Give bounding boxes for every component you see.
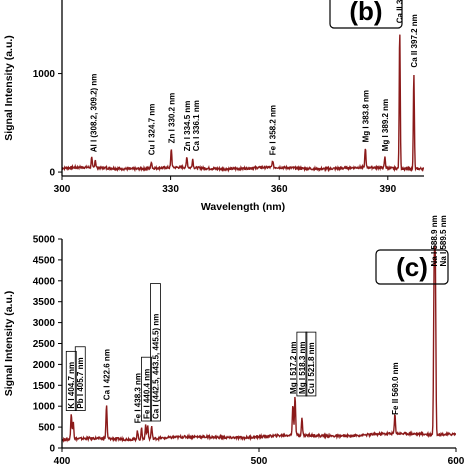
peak-annotation-box	[305, 331, 317, 397]
y-tick-label: 0	[49, 444, 55, 455]
panel-c: 400 500 600 0 500 1000 1500 2000 2500 3000 3500 400…	[3, 215, 465, 467]
panel-b: 300 330 360 390 0 1000 Wavelength (nm) Signal I…	[3, 0, 424, 213]
peak-annotation: Fe I 440.4 nm	[142, 369, 151, 419]
peak-annotation: Zn I 334.5 nm	[183, 101, 192, 152]
y-tick-label: 1000	[33, 69, 56, 80]
panel-label-box	[375, 249, 449, 285]
spectrum-line	[62, 245, 456, 443]
peak-annotation: Ca II 397.2 nm	[410, 14, 419, 67]
peak-annotation: Cu I 324.7 nm	[147, 104, 156, 156]
y-tick-label: 500	[38, 423, 55, 434]
y-tick-label: 3500	[33, 297, 56, 308]
peak-annotation: Zn I 330.2 nm	[167, 93, 176, 144]
y-axis-label: Signal Intensity (a.u.)	[3, 35, 15, 141]
y-tick-label: 0	[49, 168, 55, 179]
peak-annotation-box	[296, 331, 308, 397]
panel-label-box	[329, 0, 403, 29]
peak-annotation: Ca II 393.3 nm	[396, 0, 405, 23]
x-tick-label: 400	[54, 456, 71, 467]
spectrum-line	[62, 34, 424, 173]
panel-label: (c)	[396, 252, 428, 282]
peak-annotation: Mg I 517.2 nm	[289, 341, 298, 393]
peak-annotation: Fe I 358.2 nm	[269, 105, 278, 155]
y-tick-label: 5000	[33, 235, 56, 246]
y-tick-label: 2000	[33, 360, 56, 371]
y-tick-label: 3000	[33, 318, 56, 329]
peak-annotation: Al I (308.2, 309.2) nm	[89, 74, 98, 153]
peak-annotation: Pb I 405.7 nm	[76, 357, 85, 408]
peak-annotation: Mg I 383.8 nm	[361, 90, 370, 142]
x-tick-label: 390	[379, 184, 396, 195]
y-axis-label: Signal Intensity (a.u.)	[3, 291, 15, 397]
panel-label: (b)	[349, 0, 382, 26]
peak-annotation: Fe I 438.3 nm	[133, 373, 142, 423]
peak-annotation: Ca I 422.6 nm	[103, 349, 112, 400]
x-tick-label: 600	[448, 456, 465, 467]
peak-annotation: Na I 589.5 nm	[439, 215, 448, 266]
peak-annotation: Mg I 518.3 nm	[298, 341, 307, 393]
x-tick-label: 500	[251, 456, 268, 467]
peak-annotation: Cu I 521.8 nm	[307, 342, 316, 394]
peak-annotation: Ca I 336.1 nm	[192, 100, 201, 151]
x-tick-label: 360	[271, 184, 288, 195]
peak-annotation: K I 404.7 nm	[67, 362, 76, 409]
y-tick-label: 1000	[33, 402, 56, 413]
peak-annotation-box	[74, 346, 86, 411]
peak-annotation: Mg I 389.2 nm	[381, 99, 390, 151]
x-tick-label: 330	[162, 184, 179, 195]
x-axis-label: Wavelength (nm)	[201, 201, 285, 213]
peak-annotation: Na I 588.9 nm	[430, 215, 439, 266]
y-tick-label: 4000	[33, 276, 56, 287]
peak-annotation-box	[150, 283, 161, 422]
y-tick-label: 2500	[33, 339, 56, 350]
peak-annotation-box	[141, 356, 152, 422]
y-tick-label: 4500	[33, 255, 56, 266]
x-tick-label: 300	[54, 184, 71, 195]
peak-annotation-box	[65, 350, 77, 411]
y-tick-label: 1500	[33, 381, 56, 392]
peak-annotation: Fe II 569.0 nm	[391, 362, 400, 414]
peak-annotation: Ca I (442.5, 443.5, 445.5) nm	[151, 314, 160, 419]
